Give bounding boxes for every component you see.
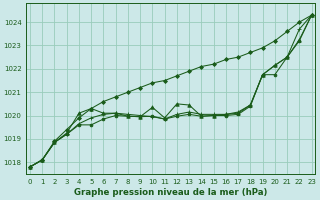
X-axis label: Graphe pression niveau de la mer (hPa): Graphe pression niveau de la mer (hPa) bbox=[74, 188, 268, 197]
